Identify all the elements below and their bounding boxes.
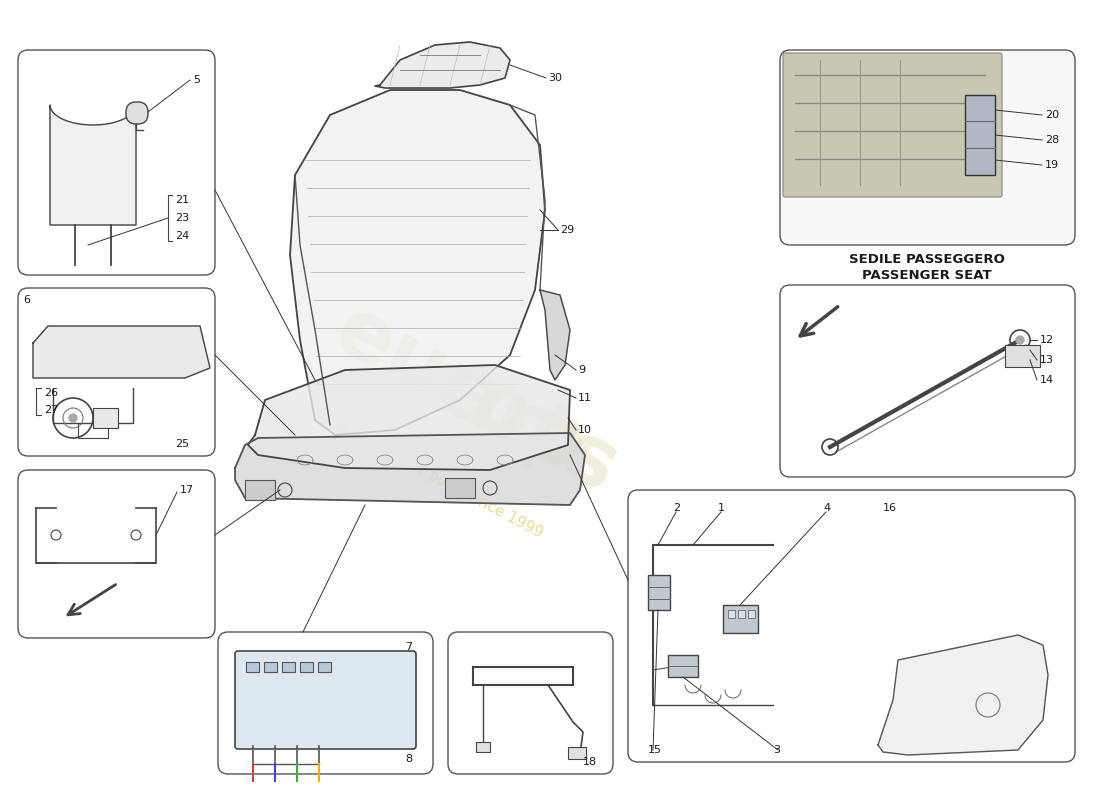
Text: 23: 23	[175, 213, 189, 223]
Text: 3: 3	[773, 745, 780, 755]
Text: SEDILE PASSEGGERO: SEDILE PASSEGGERO	[849, 253, 1005, 266]
Text: 27: 27	[44, 405, 58, 415]
Bar	[728, 610, 735, 618]
Text: 7: 7	[405, 642, 412, 652]
Bar	[282, 662, 295, 672]
Text: 28: 28	[1045, 135, 1059, 145]
Polygon shape	[540, 290, 570, 380]
Bar	[264, 662, 277, 672]
Text: 21: 21	[175, 195, 189, 205]
Bar	[446, 478, 475, 498]
FancyBboxPatch shape	[780, 285, 1075, 477]
FancyBboxPatch shape	[628, 490, 1075, 762]
Text: 30: 30	[548, 73, 562, 83]
Text: europ: europ	[320, 290, 601, 490]
Text: 13: 13	[1040, 355, 1054, 365]
Bar	[748, 610, 755, 618]
Polygon shape	[33, 326, 210, 378]
FancyBboxPatch shape	[126, 102, 148, 124]
Bar	[568, 747, 586, 759]
FancyBboxPatch shape	[218, 632, 433, 774]
Bar	[318, 662, 331, 672]
Text: arts: arts	[428, 350, 631, 510]
Bar	[476, 742, 490, 752]
Text: 25: 25	[175, 439, 189, 449]
FancyBboxPatch shape	[18, 288, 214, 456]
Text: 8: 8	[405, 754, 412, 764]
FancyBboxPatch shape	[235, 651, 416, 749]
Text: 10: 10	[578, 425, 592, 435]
Text: 12: 12	[1040, 335, 1054, 345]
Bar	[245, 480, 275, 500]
Text: 15: 15	[648, 745, 662, 755]
Text: 24: 24	[175, 231, 189, 241]
Text: 29: 29	[560, 225, 574, 235]
Text: 17: 17	[180, 485, 194, 495]
Bar	[738, 610, 745, 618]
Text: 9: 9	[578, 365, 585, 375]
Bar	[1005, 345, 1040, 367]
FancyBboxPatch shape	[783, 53, 1002, 197]
Text: 18: 18	[583, 757, 597, 767]
Text: 6: 6	[23, 295, 30, 305]
FancyBboxPatch shape	[448, 632, 613, 774]
Text: 11: 11	[578, 393, 592, 403]
Bar	[648, 575, 670, 610]
Bar	[94, 408, 118, 428]
FancyBboxPatch shape	[18, 470, 214, 638]
Polygon shape	[878, 635, 1048, 755]
Polygon shape	[290, 90, 544, 435]
FancyBboxPatch shape	[18, 50, 214, 275]
Polygon shape	[50, 105, 136, 225]
Polygon shape	[235, 433, 585, 505]
Bar	[246, 662, 258, 672]
Circle shape	[69, 414, 77, 422]
Text: 20: 20	[1045, 110, 1059, 120]
Text: 1: 1	[718, 503, 725, 513]
Text: 5: 5	[192, 75, 200, 85]
Text: PASSENGER SEAT: PASSENGER SEAT	[862, 269, 992, 282]
Text: 4: 4	[823, 503, 830, 513]
Polygon shape	[248, 365, 570, 470]
Text: 19: 19	[1045, 160, 1059, 170]
Bar	[723, 605, 758, 633]
Text: a passion for parts since 1999: a passion for parts since 1999	[334, 419, 546, 541]
Circle shape	[1016, 336, 1024, 344]
Polygon shape	[375, 42, 510, 88]
Text: 2: 2	[673, 503, 680, 513]
Text: 16: 16	[883, 503, 896, 513]
Text: 26: 26	[44, 388, 58, 398]
Bar	[965, 95, 996, 175]
FancyBboxPatch shape	[780, 50, 1075, 245]
Text: 14: 14	[1040, 375, 1054, 385]
Bar	[300, 662, 313, 672]
Bar	[668, 655, 698, 677]
